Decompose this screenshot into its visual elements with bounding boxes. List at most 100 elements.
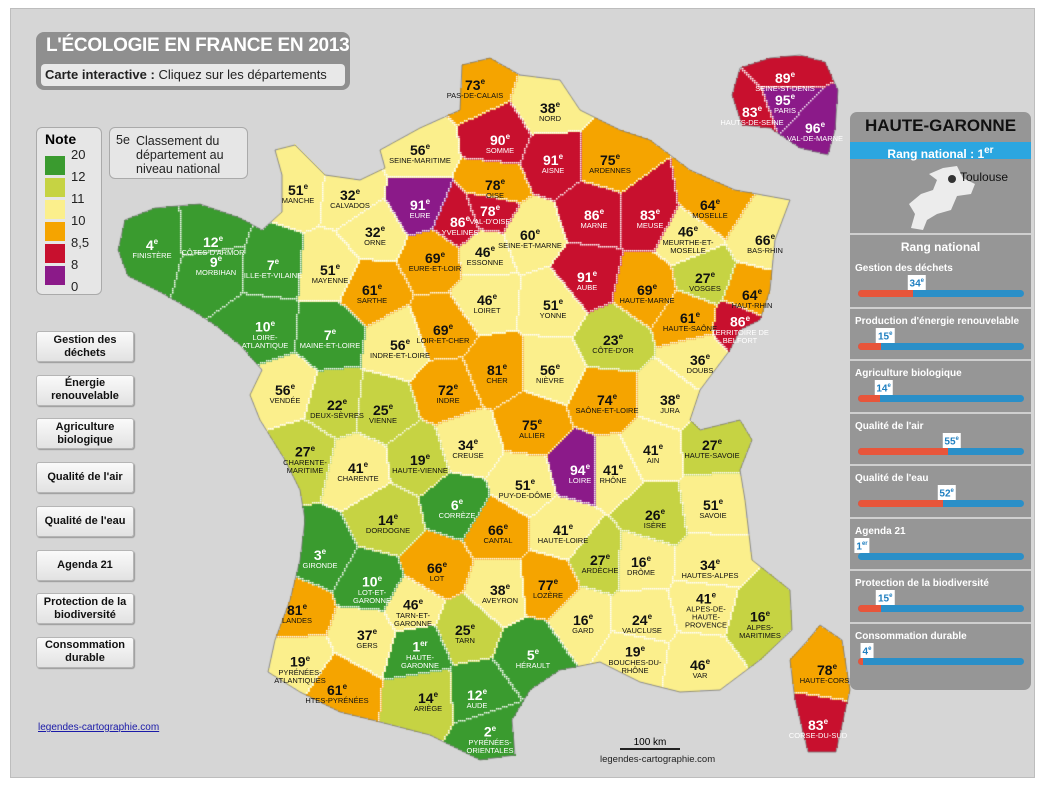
department-label[interactable]: 2e PYRÉNÉES-ORIENTALES (458, 722, 522, 755)
department-label[interactable]: 56e INDRE-ET-LOIRE (368, 335, 432, 360)
department-label[interactable]: 4e FINISTÈRE (120, 235, 184, 260)
department-label[interactable]: 14e ARIÈGE (396, 688, 460, 713)
department-label[interactable]: 94e LOIRE (548, 460, 612, 485)
department-label[interactable]: 75e ALLIER (500, 415, 564, 440)
department-label[interactable]: 83e MEUSE (618, 205, 682, 230)
department-label[interactable]: 46e ESSONNE (453, 242, 517, 267)
department-label[interactable]: 7e ILLE-ET-VILAINE (241, 255, 305, 280)
department-label[interactable]: 95e PARIS (753, 90, 817, 115)
department-label[interactable]: 89e SEINE-ST-DENIS (753, 68, 817, 93)
department-label[interactable]: 41e AIN (621, 440, 685, 465)
department-label[interactable]: 9e MORBIHAN (184, 252, 248, 277)
department-label[interactable]: 27e HAUTE-SAVOIE (680, 435, 744, 460)
department-label[interactable]: 27e ARDÈCHE (568, 550, 632, 575)
criterion-button[interactable]: Qualité de l'eau (36, 505, 134, 537)
department-label[interactable]: 51e YONNE (521, 295, 585, 320)
department-label[interactable]: 10e LOT-ET-GARONNE (340, 572, 404, 605)
department-label[interactable]: 78e VAL-D'OISE (458, 201, 522, 226)
department-label[interactable]: 25e TARN (433, 620, 497, 645)
department-label[interactable]: 37e GERS (335, 625, 399, 650)
department-label[interactable]: 73e PAS-DE-CALAIS (443, 75, 507, 100)
department-label[interactable]: 27e VOSGES (673, 268, 737, 293)
department-label[interactable]: 41e HAUTE-LOIRE (531, 520, 595, 545)
department-label[interactable]: 86e YVELINES (428, 212, 492, 237)
criterion-button[interactable]: Agriculture biologique (36, 418, 134, 450)
department-label[interactable]: 41e RHÔNE (581, 460, 645, 485)
department-label[interactable]: 38e AVEYRON (468, 580, 532, 605)
department-label[interactable]: 41e ALPES-DE-HAUTE-PROVENCE (674, 589, 738, 630)
department-label[interactable]: 22e DEUX-SÈVRES (305, 395, 369, 420)
department-label[interactable]: 78e OISE (463, 175, 527, 200)
department-label[interactable]: 16e GARD (551, 610, 615, 635)
department-label[interactable]: 96e VAL-DE-MARNE (783, 118, 847, 143)
department-label[interactable]: 25e VIENNE (351, 400, 415, 425)
department-label[interactable]: 60e SEINE-ET-MARNE (498, 225, 562, 250)
department-label[interactable]: 46e VAR (668, 655, 732, 680)
department-label[interactable]: 91e AISNE (521, 150, 585, 175)
department-label[interactable]: 81e LANDES (265, 600, 329, 625)
department-label[interactable]: 51e SAVOIE (681, 495, 745, 520)
criterion-button[interactable]: Agenda 21 (36, 549, 134, 581)
department-label[interactable]: 64e HAUT-RHIN (720, 285, 784, 310)
department-label[interactable]: 86e MARNE (562, 205, 626, 230)
department-label[interactable]: 19e HAUTE-VIENNE (388, 450, 452, 475)
department-label[interactable]: 38e NORD (518, 98, 582, 123)
department-label[interactable]: 77e LOZÈRE (516, 575, 580, 600)
department-label[interactable]: 74e SAÔNE-ET-LOIRE (575, 390, 639, 415)
department-label[interactable]: 14e DORDOGNE (356, 510, 420, 535)
department-label[interactable]: 41e CHARENTE (326, 458, 390, 483)
department-label[interactable]: 12e CÔTES-D'ARMOR (181, 232, 245, 257)
source-link[interactable]: legendes-cartographie.com (38, 722, 160, 733)
department-label[interactable]: 34e HAUTES-ALPES (678, 555, 742, 580)
department-label[interactable]: 24e VAUCLUSE (610, 610, 674, 635)
department-label[interactable]: 51e MANCHE (266, 180, 330, 205)
department-label[interactable]: 64e MOSELLE (678, 195, 742, 220)
criterion-button[interactable]: Énergie renouvelable (36, 374, 134, 406)
department-label[interactable]: 46e MEURTHE-ET-MOSELLE (656, 222, 720, 255)
department-label[interactable]: 1er HAUTE-GARONNE (388, 637, 452, 670)
department-label[interactable]: 69e LOIR-ET-CHER (411, 320, 475, 345)
department-label[interactable]: 38e JURA (638, 390, 702, 415)
department-label[interactable]: 61e HTES-PYRÉNÉES (305, 680, 369, 705)
department-label[interactable]: 51e MAYENNE (298, 260, 362, 285)
department-label[interactable]: 6e CORRÈZE (425, 495, 489, 520)
department-label[interactable]: 36e DOUBS (668, 350, 732, 375)
department-label[interactable]: 19e BOUCHES-DU-RHÔNE (603, 642, 667, 675)
department-label[interactable]: 66e BAS-RHIN (733, 230, 797, 255)
department-label[interactable]: 10e LOIRE-ATLANTIQUE (233, 317, 297, 350)
department-label[interactable]: 69e EURE-ET-LOIR (403, 248, 467, 273)
department-label[interactable]: 61e HAUTE-SAÔNE (658, 308, 722, 333)
department-label[interactable]: 75e ARDENNES (578, 150, 642, 175)
department-label[interactable]: 3e GIRONDE (288, 545, 352, 570)
department-label[interactable]: 56e SEINE-MARITIME (388, 140, 452, 165)
department-label[interactable]: 56e VENDÉE (253, 380, 317, 405)
criterion-button[interactable]: Consommation durable (36, 636, 134, 668)
department-label[interactable]: 16e ALPES-MARITIMES (728, 607, 792, 640)
department-label[interactable]: 69e HAUTE-MARNE (615, 280, 679, 305)
department-label[interactable]: 51e PUY-DE-DÔME (493, 475, 557, 500)
department-label[interactable]: 46e TARN-ET-GARONNE (381, 595, 445, 628)
department-label[interactable]: 32e CALVADOS (318, 185, 382, 210)
department-label[interactable]: 90e SOMME (468, 130, 532, 155)
criterion-button[interactable]: Qualité de l'air (36, 462, 134, 494)
department-label[interactable]: 66e LOT (405, 558, 469, 583)
department-label[interactable]: 12e AUDE (445, 685, 509, 710)
department-label[interactable]: 83e CORSE-DU-SUD (786, 715, 850, 740)
department-label[interactable]: 91e AUBE (555, 267, 619, 292)
criterion-button[interactable]: Gestion des déchets (36, 331, 134, 362)
department-label[interactable]: 19e PYRÉNÉES-ATLANTIQUES (268, 652, 332, 685)
department-label[interactable]: 56e NIÈVRE (518, 360, 582, 385)
department-label[interactable]: 34e CREUSE (436, 435, 500, 460)
department-label[interactable]: 91e EURE (388, 195, 452, 220)
department-label[interactable]: 32e ORNE (343, 222, 407, 247)
department-label[interactable]: 26e ISÈRE (623, 505, 687, 530)
department-label[interactable]: 61e SARTHE (340, 280, 404, 305)
criterion-button[interactable]: Protection de la biodiversité (36, 593, 134, 625)
department-label[interactable]: 7e MAINE-ET-LOIRE (298, 325, 362, 350)
department-label[interactable]: 78e HAUTE-CORSE (795, 660, 859, 685)
department-label[interactable]: 5e HÉRAULT (501, 645, 565, 670)
department-label[interactable]: 27e CHARENTE-MARITIME (273, 442, 337, 475)
department-label[interactable]: 66e CANTAL (466, 520, 530, 545)
department-label[interactable]: 16e DRÔME (609, 552, 673, 577)
department-label[interactable]: 83e HAUTS-DE-SEINE (720, 102, 784, 127)
